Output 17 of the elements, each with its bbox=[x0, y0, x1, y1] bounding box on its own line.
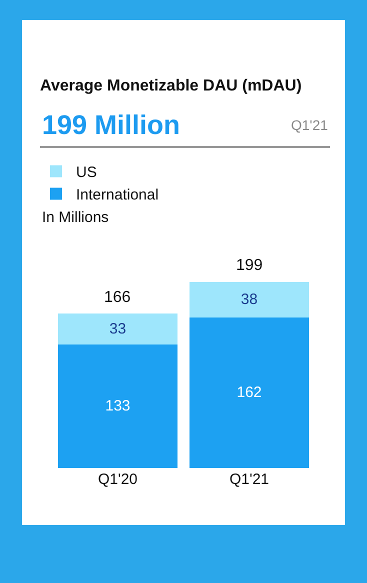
bar bbox=[58, 344, 178, 468]
chart-subtitle: 199 Million bbox=[42, 110, 180, 140]
text: In Millions bbox=[42, 209, 109, 226]
bar bbox=[189, 317, 310, 468]
text: Q1'21 bbox=[291, 117, 328, 133]
legend-label: US bbox=[76, 164, 97, 182]
legend-label: International bbox=[76, 186, 159, 204]
bar bbox=[189, 282, 310, 318]
data-label: 33 bbox=[109, 320, 126, 338]
data-label: 38 bbox=[240, 291, 258, 308]
total-label: 166 bbox=[104, 289, 131, 306]
total-label: 199 bbox=[236, 257, 263, 274]
x-tick-label: Q1'20 bbox=[98, 471, 138, 488]
data-label: 133 bbox=[105, 398, 130, 415]
bar bbox=[58, 314, 178, 344]
data-label: 162 bbox=[236, 384, 262, 402]
chart-title: Average Monetizable DAU (mDAU) bbox=[40, 78, 302, 95]
